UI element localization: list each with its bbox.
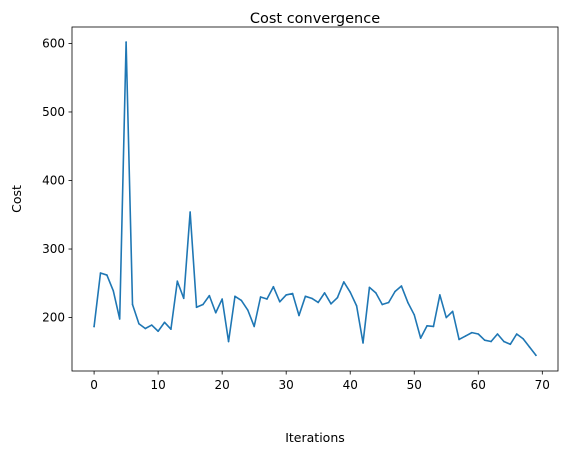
- data-point: [170, 328, 172, 330]
- data-point: [515, 333, 518, 335]
- data-point: [310, 297, 313, 300]
- data-point: [400, 285, 403, 287]
- data-point: [118, 318, 121, 320]
- data-point: [368, 286, 371, 289]
- data-point: [278, 300, 281, 303]
- data-point: [195, 306, 198, 309]
- plot-background: [72, 27, 558, 371]
- data-point: [138, 322, 140, 325]
- data-point: [189, 211, 191, 213]
- data-point: [451, 310, 454, 313]
- data-point: [349, 291, 352, 293]
- plot-frame: [71, 26, 559, 372]
- data-point: [387, 301, 390, 304]
- y-tick-label: 600: [42, 36, 65, 50]
- data-point: [445, 316, 448, 319]
- data-point: [426, 324, 428, 327]
- data-point: [259, 296, 262, 298]
- data-point: [131, 303, 134, 306]
- data-point: [381, 303, 384, 306]
- data-point: [375, 292, 377, 294]
- y-tick-label: 400: [42, 173, 65, 187]
- data-point: [362, 342, 364, 344]
- x-tick-label: 50: [407, 378, 422, 392]
- data-point: [336, 296, 339, 299]
- data-points: [93, 41, 537, 357]
- data-point: [522, 337, 524, 340]
- data-point: [163, 321, 166, 324]
- y-tick-label: 200: [42, 311, 65, 325]
- data-point: [150, 324, 153, 326]
- data-point: [394, 290, 396, 293]
- data-point: [214, 311, 217, 314]
- x-tick-label: 40: [343, 378, 358, 392]
- data-point: [272, 285, 275, 288]
- data-point: [439, 294, 441, 296]
- data-point: [227, 340, 230, 343]
- data-point: [432, 325, 435, 328]
- data-point: [483, 339, 486, 341]
- data-point: [343, 281, 345, 283]
- data-point: [234, 295, 236, 298]
- x-tick-label: 70: [535, 378, 550, 392]
- y-axis: 200 300 400 500 600: [42, 36, 72, 325]
- data-point: [413, 314, 416, 316]
- data-point: [99, 272, 102, 274]
- data-point: [477, 333, 480, 335]
- data-point: [285, 294, 287, 296]
- data-point: [323, 292, 326, 294]
- data-point: [291, 292, 294, 295]
- data-point: [407, 301, 409, 304]
- data-point: [221, 298, 223, 300]
- y-axis-label: Cost: [9, 185, 24, 213]
- y-tick-label: 500: [42, 105, 65, 119]
- data-point: [355, 305, 358, 307]
- data-point: [253, 325, 255, 328]
- x-axis-label: Iterations: [285, 430, 345, 445]
- data-point: [106, 274, 108, 276]
- data-point: [112, 290, 115, 292]
- data-point: [509, 343, 512, 346]
- x-axis: 0 10 20 30 40 50 60 70: [90, 371, 550, 392]
- y-tick-label: 300: [42, 242, 65, 256]
- data-point: [246, 309, 249, 311]
- data-point: [490, 340, 492, 343]
- data-point: [496, 333, 499, 335]
- data-point: [125, 41, 127, 43]
- data-point: [266, 298, 268, 300]
- x-tick-label: 20: [215, 378, 230, 392]
- chart-title: Cost convergence: [250, 11, 380, 27]
- data-point: [330, 303, 332, 305]
- data-point: [528, 346, 531, 348]
- data-point: [419, 337, 422, 339]
- cost-series-line: [93, 41, 538, 357]
- data-point: [503, 340, 505, 343]
- data-point: [208, 294, 211, 297]
- data-point: [298, 314, 300, 317]
- data-point: [176, 280, 179, 283]
- data-point: [304, 295, 307, 298]
- data-point: [471, 331, 473, 334]
- x-tick-label: 0: [90, 378, 98, 392]
- data-point: [93, 325, 95, 328]
- data-point: [240, 299, 243, 302]
- x-tick-label: 10: [150, 378, 165, 392]
- x-tick-label: 60: [471, 378, 486, 392]
- data-point: [464, 335, 467, 337]
- data-point: [144, 327, 147, 330]
- data-point: [157, 330, 159, 333]
- x-tick-label: 30: [279, 378, 294, 392]
- data-point: [458, 338, 460, 341]
- data-point: [535, 354, 537, 357]
- data-point: [182, 297, 185, 300]
- data-point: [317, 301, 320, 304]
- data-point: [202, 303, 204, 306]
